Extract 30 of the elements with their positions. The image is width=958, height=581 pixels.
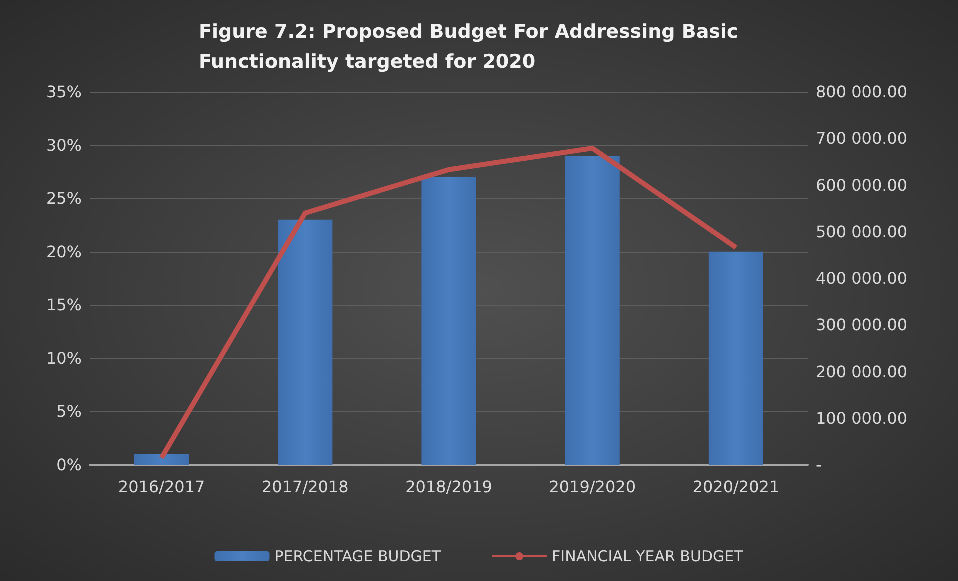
y2-tick-label: 200 000.00 bbox=[816, 362, 908, 382]
chart-title: Figure 7.2: Proposed Budget For Addressing Basic Functionality targeted for 2020 bbox=[199, 21, 745, 73]
y2-tick-label: 500 000.00 bbox=[816, 222, 908, 242]
y2-tick-label: - bbox=[816, 456, 822, 474]
y2-tick-label: 300 000.00 bbox=[816, 316, 908, 335]
y-tick-label: 30% bbox=[46, 136, 82, 155]
bar bbox=[708, 252, 764, 465]
y-tick-label: 0% bbox=[56, 456, 82, 474]
bar bbox=[422, 177, 476, 465]
y-tick-label: 5% bbox=[56, 402, 82, 422]
y-tick-label: 25% bbox=[46, 189, 82, 208]
y2-tick-label: 100 000.00 bbox=[816, 408, 908, 428]
bar bbox=[565, 156, 620, 465]
x-tick-label: 2020/2021 bbox=[692, 478, 780, 496]
y2-tick-label: 800 000.00 bbox=[816, 82, 908, 102]
legend-label: FINANCIAL YEAR BUDGET bbox=[552, 548, 744, 566]
x-tick-label: 2016/2017 bbox=[118, 478, 206, 496]
x-tick-label: 2017/2018 bbox=[262, 478, 349, 496]
y-tick-label: 15% bbox=[46, 296, 82, 315]
x-tick-label: 2018/2019 bbox=[406, 478, 492, 496]
bar bbox=[278, 220, 333, 465]
y-tick-label: 35% bbox=[46, 82, 82, 102]
bar bbox=[134, 454, 190, 465]
x-tick-label: 2019/2020 bbox=[549, 478, 636, 496]
legend-label: PERCENTAGE BUDGET bbox=[274, 548, 442, 566]
y2-tick-label: 600 000.00 bbox=[816, 176, 908, 195]
y2-tick-label: 700 000.00 bbox=[816, 129, 908, 148]
y-tick-label: 10% bbox=[46, 348, 82, 368]
y2-tick-label: 400 000.00 bbox=[816, 269, 908, 288]
y-tick-label: 20% bbox=[46, 242, 82, 262]
